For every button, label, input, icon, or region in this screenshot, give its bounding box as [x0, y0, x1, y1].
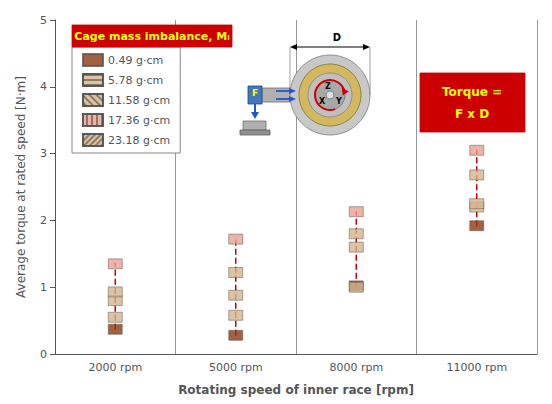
svg-text:F: F — [252, 88, 258, 98]
svg-text:Rotating speed of inner race [: Rotating speed of inner race [rpm] — [178, 383, 414, 397]
svg-text:Y: Y — [335, 97, 342, 106]
svg-text:0: 0 — [40, 348, 47, 361]
svg-text:X: X — [319, 97, 326, 106]
svg-text:Average torque at rated speed: Average torque at rated speed [N·m] — [14, 76, 28, 298]
svg-text:5.78 g·cm: 5.78 g·cm — [108, 74, 163, 87]
svg-text:Cage mass imbalance, Mᵢ: Cage mass imbalance, Mᵢ — [74, 30, 229, 43]
svg-text:F x D: F x D — [455, 107, 489, 121]
svg-text:1: 1 — [40, 281, 47, 294]
svg-text:23.18 g·cm: 23.18 g·cm — [108, 134, 170, 147]
svg-text:D: D — [333, 32, 341, 43]
svg-text:0.49 g·cm: 0.49 g·cm — [108, 54, 163, 67]
svg-text:5: 5 — [40, 14, 47, 27]
svg-text:Z: Z — [325, 82, 331, 91]
svg-text:3: 3 — [40, 147, 47, 160]
svg-text:Torque =: Torque = — [442, 85, 502, 99]
svg-text:5000 rpm: 5000 rpm — [209, 361, 263, 374]
svg-text:2000 rpm: 2000 rpm — [88, 361, 142, 374]
svg-text:11.58 g·cm: 11.58 g·cm — [108, 94, 170, 107]
svg-text:8000 rpm: 8000 rpm — [329, 361, 383, 374]
svg-text:2: 2 — [40, 214, 47, 227]
svg-text:17.36 g·cm: 17.36 g·cm — [108, 114, 170, 127]
svg-text:4: 4 — [40, 80, 47, 93]
svg-text:11000 rpm: 11000 rpm — [446, 361, 507, 374]
